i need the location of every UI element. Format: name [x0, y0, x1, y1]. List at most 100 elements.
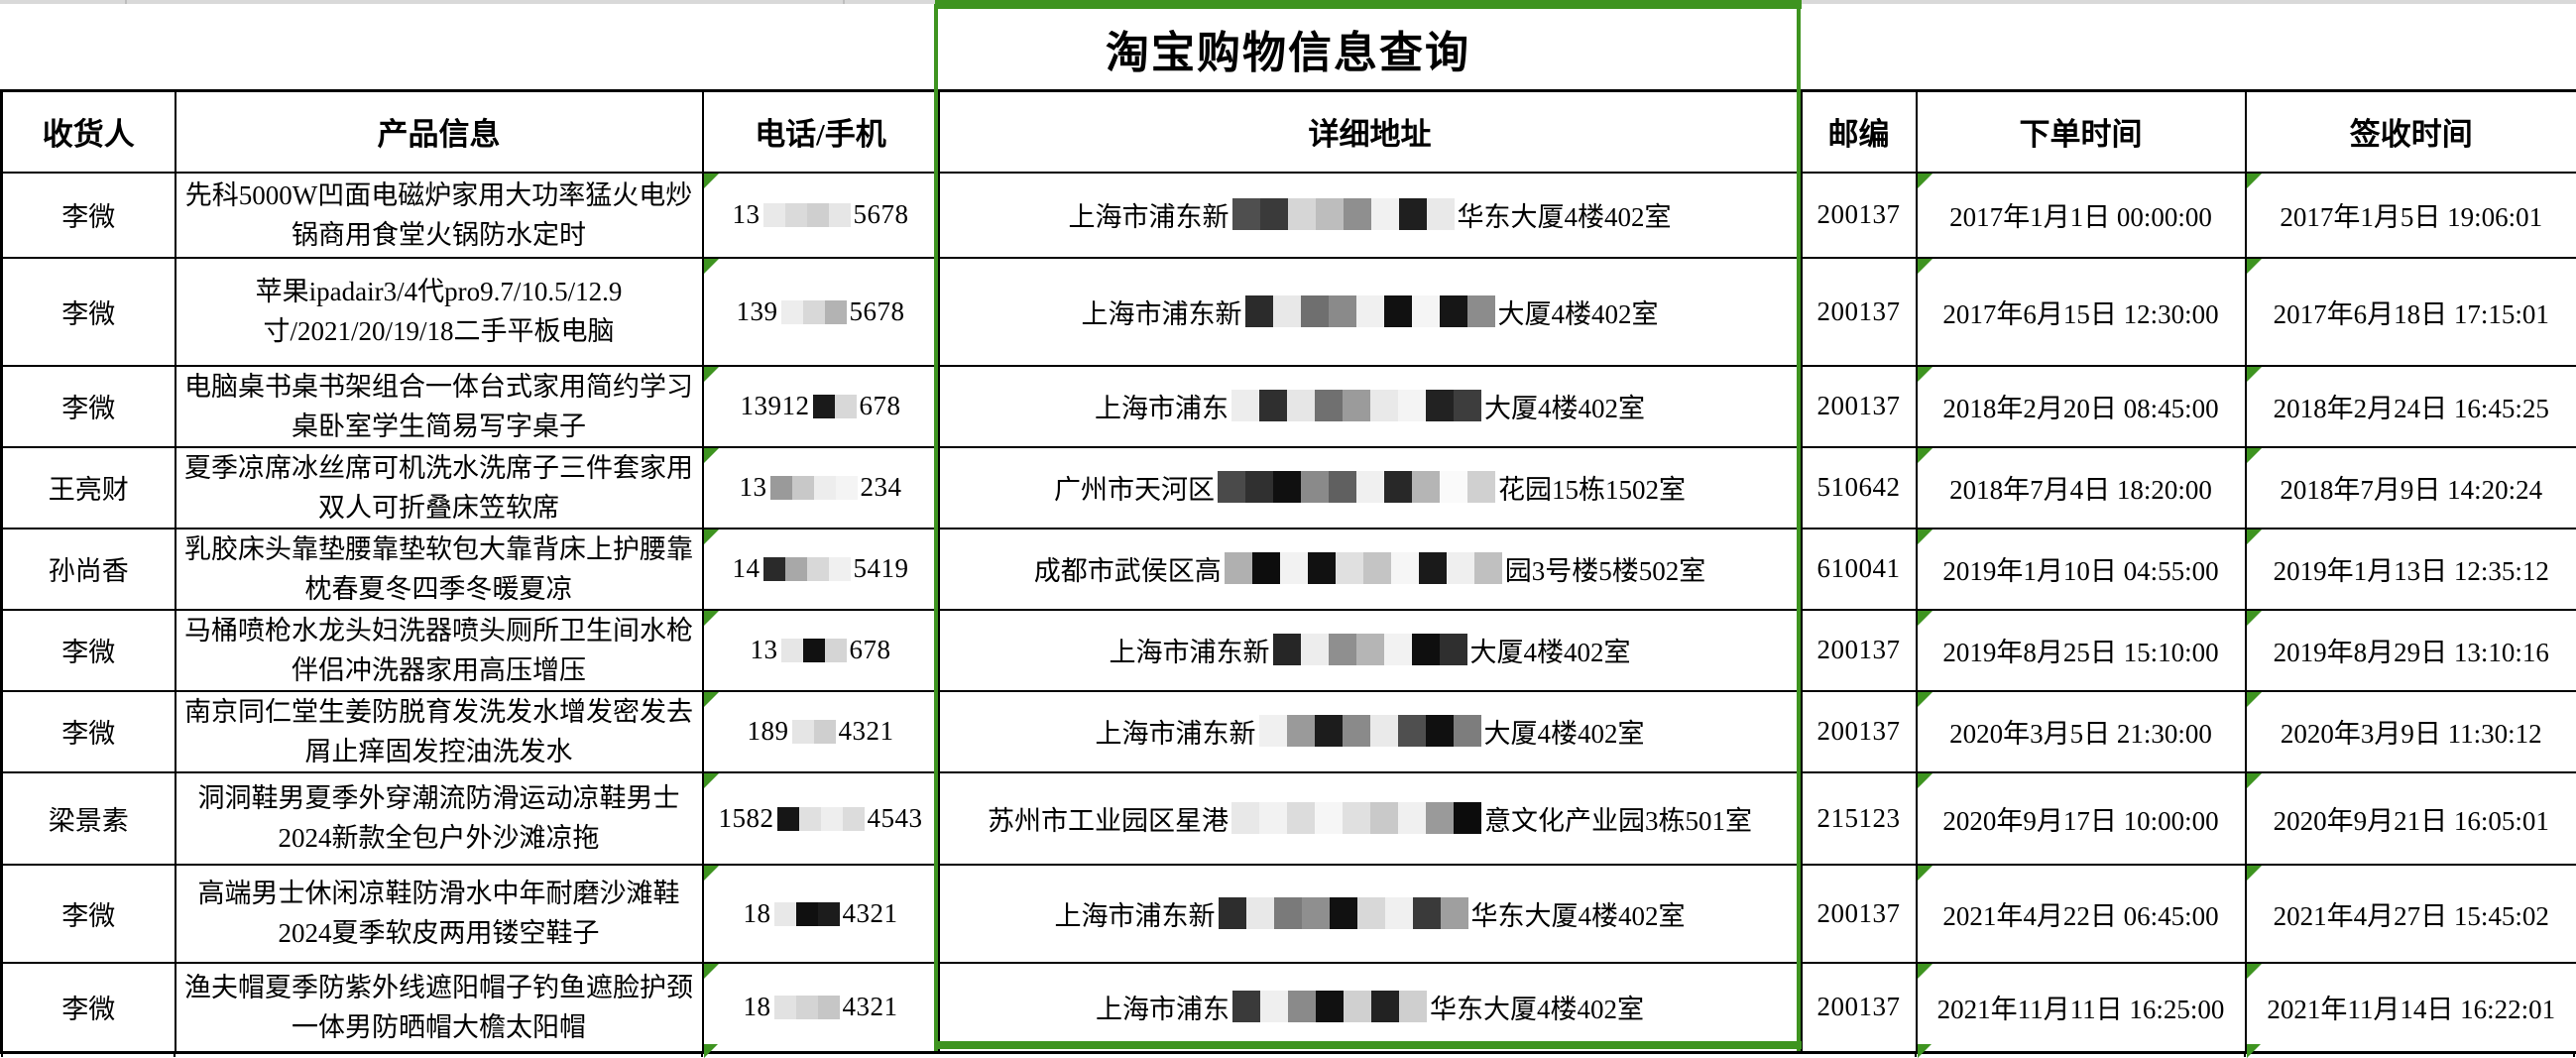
address-redaction-blur: [1245, 295, 1495, 327]
postcode-cell[interactable]: 200137: [1802, 610, 1917, 691]
sign-time-cell[interactable]: 2019年1月13日 12:35:12: [2246, 529, 2576, 610]
recipient-cell[interactable]: 梁景素: [2, 772, 176, 865]
recipient-cell[interactable]: 李微: [2, 691, 176, 772]
header-postcode[interactable]: 邮编: [1802, 91, 1917, 173]
phone-suffix: 5678: [850, 296, 905, 326]
address-cell[interactable]: 上海市浦东新大厦4楼402室: [939, 610, 1802, 691]
error-marker-triangle-icon: [704, 448, 719, 463]
sign-time-cell[interactable]: 2019年8月29日 13:10:16: [2246, 610, 2576, 691]
recipient-cell[interactable]: 李微: [2, 610, 176, 691]
recipient-cell[interactable]: 李微: [2, 963, 176, 1053]
product-cell[interactable]: 电脑桌书桌书架组合一体台式家用简约学习桌卧室学生简易写字桌子: [176, 366, 703, 447]
product-cell[interactable]: 洞洞鞋男夏季外穿潮流防滑运动凉鞋男士2024新款全包户外沙滩凉拖: [176, 772, 703, 865]
error-marker-triangle-icon: [1918, 773, 1932, 788]
address-cell[interactable]: 成都市武侯区高园3号楼5楼502室: [939, 529, 1802, 610]
address-suffix: 大厦4楼402室: [1470, 638, 1631, 667]
phone-redaction-blur: [774, 996, 840, 1019]
phone-redaction-blur: [763, 557, 851, 581]
header-order-time[interactable]: 下单时间: [1917, 91, 2246, 173]
order-time-cell[interactable]: 2018年2月20日 08:45:00: [1917, 366, 2246, 447]
phone-prefix: 18: [744, 992, 771, 1021]
address-cell[interactable]: 上海市浦东新大厦4楼402室: [939, 258, 1802, 366]
header-sign-time[interactable]: 签收时间: [2246, 91, 2576, 173]
header-product[interactable]: 产品信息: [176, 91, 703, 173]
product-cell[interactable]: 马桶喷枪水龙头妇洗器喷头厕所卫生间水枪伴侣冲洗器家用高压增压: [176, 610, 703, 691]
recipient-cell[interactable]: 李微: [2, 258, 176, 366]
address-cell[interactable]: 苏州市工业园区星港意文化产业园3栋501室: [939, 772, 1802, 865]
sign-time-cell[interactable]: 2017年1月5日 19:06:01: [2246, 173, 2576, 258]
product-cell[interactable]: 夏季凉席冰丝席可机洗水洗席子三件套家用双人可折叠床笠软席: [176, 447, 703, 529]
order-time-text: 2020年9月17日 10:00:00: [1942, 806, 2218, 836]
phone-suffix: 4321: [843, 898, 898, 928]
order-time-cell[interactable]: 2021年4月22日 06:45:00: [1917, 865, 2246, 963]
sign-time-text: 2018年7月9日 14:20:24: [2280, 475, 2542, 505]
page-title[interactable]: 淘宝购物信息查询: [0, 22, 2576, 85]
product-cell[interactable]: 先科5000W凹面电磁炉家用大功率猛火电炒锅商用食堂火锅防水定时: [176, 173, 703, 258]
postcode-cell[interactable]: 215123: [1802, 772, 1917, 865]
order-time-cell[interactable]: 2021年11月11日 16:25:00: [1917, 963, 2246, 1053]
order-time-cell[interactable]: 2017年6月15日 12:30:00: [1917, 258, 2246, 366]
phone-redaction-blur: [763, 203, 851, 227]
order-time-cell[interactable]: 2019年8月25日 15:10:00: [1917, 610, 2246, 691]
address-prefix: 上海市浦东新: [1096, 719, 1256, 749]
postcode-cell[interactable]: 200137: [1802, 691, 1917, 772]
postcode-cell[interactable]: 510642: [1802, 447, 1917, 529]
error-marker-triangle-icon: [1918, 367, 1932, 382]
address-cell[interactable]: 上海市浦东新华东大厦4楼402室: [939, 173, 1802, 258]
error-marker-triangle-icon: [704, 174, 719, 188]
postcode-cell[interactable]: 610041: [1802, 529, 1917, 610]
postcode-cell[interactable]: 200137: [1802, 366, 1917, 447]
sign-time-cell[interactable]: 2020年9月21日 16:05:01: [2246, 772, 2576, 865]
error-marker-triangle-icon: [704, 773, 719, 788]
phone-prefix: 14: [733, 553, 761, 583]
address-suffix: 大厦4楼402室: [1498, 299, 1659, 329]
error-marker-triangle-icon: [2247, 174, 2262, 188]
postcode-cell[interactable]: 200137: [1802, 173, 1917, 258]
sign-time-cell[interactable]: 2018年7月9日 14:20:24: [2246, 447, 2576, 529]
address-cell[interactable]: 上海市浦东新华东大厦4楼402室: [939, 865, 1802, 963]
address-cell[interactable]: 广州市天河区花园15栋1502室: [939, 447, 1802, 529]
sign-time-cell[interactable]: 2017年6月18日 17:15:01: [2246, 258, 2576, 366]
recipient-cell[interactable]: 孙尚香: [2, 529, 176, 610]
sign-time-cell[interactable]: 2021年4月27日 15:45:02: [2246, 865, 2576, 963]
recipient-cell[interactable]: 李微: [2, 865, 176, 963]
sign-time-cell[interactable]: 2018年2月24日 16:45:25: [2246, 366, 2576, 447]
recipient-cell[interactable]: 李微: [2, 366, 176, 447]
address-prefix: 上海市浦东新: [1055, 901, 1216, 931]
address-cell[interactable]: 上海市浦东新大厦4楼402室: [939, 691, 1802, 772]
product-cell[interactable]: 渔夫帽夏季防紫外线遮阳帽子钓鱼遮脸护颈一体男防晒帽大檐太阳帽: [176, 963, 703, 1053]
order-time-cell[interactable]: 2017年1月1日 00:00:00: [1917, 173, 2246, 258]
address-cell[interactable]: 上海市浦东大厦4楼402室: [939, 366, 1802, 447]
order-time-cell[interactable]: 2020年3月5日 21:30:00: [1917, 691, 2246, 772]
order-time-cell[interactable]: 2020年9月17日 10:00:00: [1917, 772, 2246, 865]
header-recipient[interactable]: 收货人: [2, 91, 176, 173]
product-cell[interactable]: 苹果ipadair3/4代pro9.7/10.5/12.9寸/2021/20/1…: [176, 258, 703, 366]
product-cell[interactable]: 高端男士休闲凉鞋防滑水中年耐磨沙滩鞋2024夏季软皮两用镂空鞋子: [176, 865, 703, 963]
header-address[interactable]: 详细地址: [939, 91, 1802, 173]
postcode-cell[interactable]: 200137: [1802, 963, 1917, 1053]
postcode-cell[interactable]: 200137: [1802, 258, 1917, 366]
postcode-cell[interactable]: 200137: [1802, 865, 1917, 963]
address-cell[interactable]: 上海市浦东华东大厦4楼402室: [939, 963, 1802, 1053]
product-cell[interactable]: 南京同仁堂生姜防脱育发洗发水增发密发去屑止痒固发控油洗发水: [176, 691, 703, 772]
order-time-cell[interactable]: 2018年7月4日 18:20:00: [1917, 447, 2246, 529]
header-phone[interactable]: 电话/手机: [703, 91, 939, 173]
order-time-text: 2019年1月10日 04:55:00: [1942, 556, 2218, 586]
recipient-cell[interactable]: 李微: [2, 173, 176, 258]
sign-time-cell[interactable]: 2020年3月9日 11:30:12: [2246, 691, 2576, 772]
order-time-cell[interactable]: 2019年1月10日 04:55:00: [1917, 529, 2246, 610]
recipient-cell[interactable]: 王亮财: [2, 447, 176, 529]
sign-time-cell[interactable]: 2021年11月14日 16:22:01: [2246, 963, 2576, 1053]
product-cell[interactable]: 乳胶床头靠垫腰靠垫软包大靠背床上护腰靠枕春夏冬四季冬暖夏凉: [176, 529, 703, 610]
